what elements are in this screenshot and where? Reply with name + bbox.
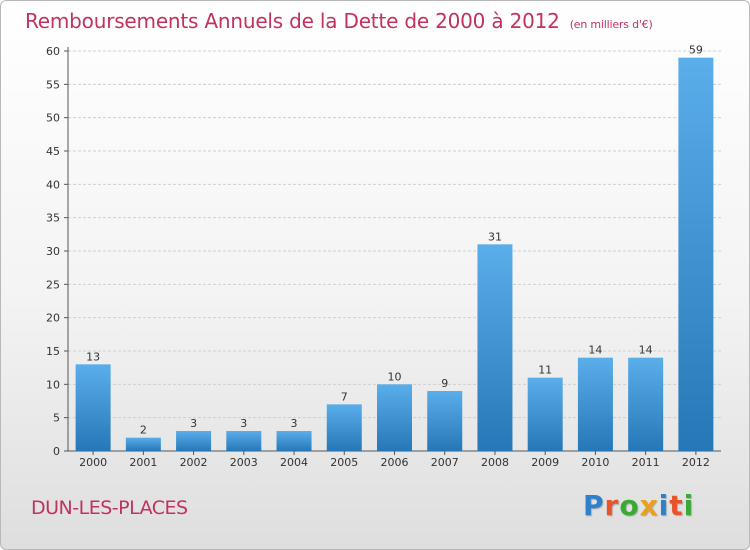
data-label: 10 — [388, 370, 402, 383]
chart-title: Remboursements Annuels de la Dette de 20… — [25, 9, 653, 33]
x-tick-label: 2011 — [632, 456, 660, 469]
logo-letter: i — [658, 489, 670, 522]
x-tick-label: 2001 — [129, 456, 157, 469]
y-tick-label: 50 — [46, 112, 60, 125]
data-label: 2 — [140, 424, 147, 437]
y-tick-label: 30 — [46, 245, 60, 258]
logo-letter: r — [604, 489, 620, 522]
y-tick-label: 20 — [46, 312, 60, 325]
bar — [326, 404, 362, 451]
commune-name: DUN-LES-PLACES — [31, 497, 188, 519]
x-tick-label: 2000 — [79, 456, 107, 469]
bars — [75, 57, 714, 452]
y-tick-label: 60 — [46, 45, 60, 58]
data-label: 7 — [341, 390, 348, 403]
data-label: 11 — [538, 364, 552, 377]
data-label: 13 — [86, 350, 100, 363]
bar — [628, 357, 664, 451]
bar — [276, 431, 312, 451]
y-tick-label: 25 — [46, 278, 60, 291]
bar — [75, 364, 111, 451]
x-tick-label: 2002 — [180, 456, 208, 469]
x-tick-label: 2006 — [381, 456, 409, 469]
x-tick-label: 2010 — [581, 456, 609, 469]
logo-letter: i — [683, 489, 695, 522]
data-label: 3 — [240, 417, 247, 430]
y-tick-label: 55 — [46, 78, 60, 91]
logo-letter: x — [639, 489, 659, 522]
y-tick-label: 0 — [53, 445, 60, 458]
bar — [477, 244, 513, 451]
bar — [527, 377, 563, 451]
tick-labels: 0 5 10 15 20 25 30 35 40 45 50 55 60 2000 2001 2002 2003… — [46, 45, 710, 469]
x-tick-label: 2012 — [682, 456, 710, 469]
logo-letter: t — [669, 489, 684, 522]
bar — [377, 384, 412, 451]
data-label: 3 — [190, 417, 197, 430]
y-tick-label: 35 — [46, 212, 60, 225]
x-tick-label: 2004 — [280, 456, 308, 469]
grid-lines — [68, 50, 721, 419]
y-tick-label: 15 — [46, 345, 60, 358]
bar — [678, 57, 714, 452]
x-tick-label: 2007 — [431, 456, 459, 469]
y-tick-label: 5 — [53, 412, 60, 425]
bar — [125, 437, 161, 451]
bar — [176, 431, 212, 451]
y-tick-label: 10 — [46, 378, 60, 391]
proxiti-logo: Proxiti — [583, 489, 694, 522]
logo-letter: o — [619, 489, 640, 522]
x-tick-label: 2003 — [230, 456, 258, 469]
x-tick-label: 2009 — [531, 456, 559, 469]
data-label: 9 — [441, 377, 448, 390]
data-labels: 13 2 3 3 3 7 10 9 31 11 14 14 59 — [86, 44, 703, 437]
data-label: 14 — [639, 344, 653, 357]
data-label: 14 — [588, 344, 602, 357]
logo-letter: P — [583, 489, 605, 522]
bar — [427, 391, 463, 451]
bar — [577, 357, 613, 451]
chart-title-text: Remboursements Annuels de la Dette de 20… — [25, 9, 560, 33]
x-tick-label: 2005 — [330, 456, 358, 469]
data-label: 3 — [291, 417, 298, 430]
data-label: 59 — [689, 44, 703, 57]
y-tick-label: 40 — [46, 178, 60, 191]
x-tick-label: 2008 — [481, 456, 509, 469]
data-label: 31 — [488, 230, 502, 243]
y-tick-label: 45 — [46, 145, 60, 158]
bar — [226, 431, 262, 451]
unit-note: (en milliers d'€) — [569, 18, 653, 31]
